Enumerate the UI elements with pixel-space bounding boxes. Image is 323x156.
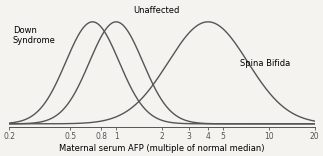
Text: Down
Syndrome: Down Syndrome xyxy=(13,26,56,45)
Text: Spina Bifida: Spina Bifida xyxy=(240,59,290,68)
X-axis label: Maternal serum AFP (multiple of normal median): Maternal serum AFP (multiple of normal m… xyxy=(59,144,265,153)
Text: Unaffected: Unaffected xyxy=(133,6,180,15)
